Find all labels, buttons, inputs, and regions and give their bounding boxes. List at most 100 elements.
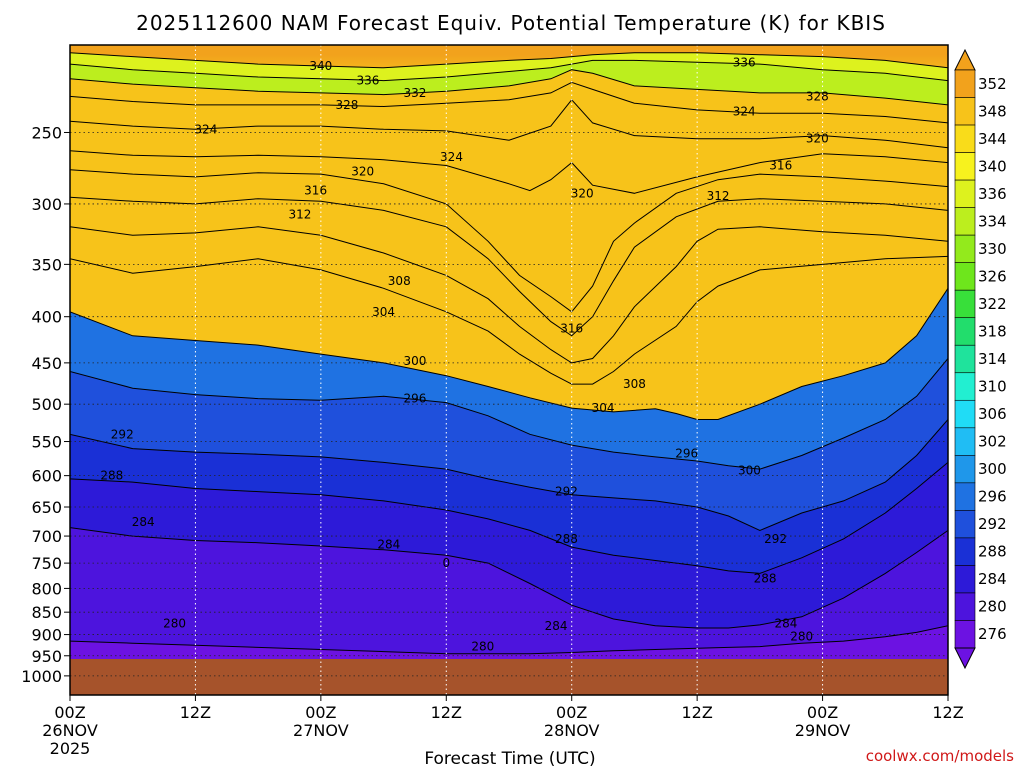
contour-label: 336 bbox=[356, 74, 379, 88]
y-tick-label: 900 bbox=[31, 626, 62, 645]
chart-title: 2025112600 NAM Forecast Equiv. Potential… bbox=[136, 11, 886, 35]
contour-label: 312 bbox=[707, 189, 730, 203]
colorbar-swatch bbox=[954, 97, 976, 126]
x-tick-label: 00Z bbox=[556, 703, 587, 722]
contour-label: 316 bbox=[304, 184, 327, 198]
colorbar-label: 348 bbox=[978, 102, 1007, 120]
contour-line bbox=[70, 462, 948, 574]
contour-label: 328 bbox=[336, 98, 359, 112]
x-tick-label: 12Z bbox=[180, 703, 211, 722]
y-tick-label: 300 bbox=[31, 195, 62, 214]
y-tick-label: 1000 bbox=[21, 667, 62, 686]
contour-label: 336 bbox=[733, 55, 756, 69]
contour-label: 280 bbox=[471, 640, 494, 654]
colorbar-swatch bbox=[954, 427, 976, 456]
contour-label: 280 bbox=[790, 630, 813, 644]
contour-label: 280 bbox=[163, 617, 186, 631]
colorbar-swatch bbox=[954, 482, 976, 511]
contour-label: 324 bbox=[440, 150, 463, 164]
contour-line bbox=[70, 52, 948, 69]
contour-label: 288 bbox=[555, 532, 578, 546]
x-axis-label: Forecast Time (UTC) bbox=[424, 749, 595, 768]
contour-line bbox=[70, 99, 948, 149]
contour-line bbox=[70, 226, 948, 364]
colorbar-swatch bbox=[954, 152, 976, 181]
contour-line bbox=[70, 81, 948, 124]
contour-line bbox=[70, 419, 948, 531]
colorbar-label: 292 bbox=[978, 515, 1007, 533]
contour-label: 316 bbox=[560, 321, 583, 335]
contour-line bbox=[70, 625, 948, 655]
colorbar-label: 300 bbox=[978, 460, 1007, 478]
contour-layer bbox=[70, 52, 948, 659]
contour-label: 300 bbox=[738, 463, 761, 477]
contour-label: 288 bbox=[754, 571, 777, 585]
contour-line bbox=[70, 255, 948, 385]
colorbar-label: 322 bbox=[978, 295, 1007, 313]
x-tick-label: 00Z bbox=[54, 703, 85, 722]
colorbar-swatch bbox=[954, 69, 976, 98]
contour-label: 284 bbox=[775, 617, 798, 631]
contour-label: 284 bbox=[377, 537, 400, 551]
colorbar-swatch bbox=[954, 455, 976, 484]
colorbar-swatch bbox=[954, 372, 976, 401]
grid-layer bbox=[70, 45, 948, 695]
contour-label: 284 bbox=[545, 619, 568, 633]
contour-label: 292 bbox=[111, 427, 134, 441]
colorbar-swatch bbox=[954, 620, 976, 649]
contour-label: 320 bbox=[351, 164, 374, 178]
contour-label: 304 bbox=[592, 401, 615, 415]
y-tick-label: 850 bbox=[31, 603, 62, 622]
contour-label: 320 bbox=[571, 186, 594, 200]
contour-label: 316 bbox=[769, 159, 792, 173]
contour-line bbox=[70, 150, 948, 194]
colorbar-swatch bbox=[954, 289, 976, 319]
x-tick-label: 12Z bbox=[932, 703, 963, 722]
contour-label: 300 bbox=[403, 354, 426, 368]
plot-frame bbox=[69, 44, 949, 696]
colorbar-label: 352 bbox=[978, 75, 1007, 93]
y-tick-label: 500 bbox=[31, 395, 62, 414]
x-tick-date: 28NOV bbox=[544, 721, 600, 740]
colorbar-swatch bbox=[954, 592, 976, 621]
y-tick-label: 950 bbox=[31, 647, 62, 666]
colorbar-swatch bbox=[954, 565, 976, 594]
colorbar-label: 314 bbox=[978, 350, 1007, 368]
colorbar-label: 310 bbox=[978, 378, 1007, 396]
contour-label: 340 bbox=[309, 59, 332, 73]
contour-line bbox=[70, 59, 948, 82]
contour-band bbox=[70, 527, 948, 659]
colorbar-label: 280 bbox=[978, 598, 1007, 616]
contour-line bbox=[70, 288, 948, 420]
contour-label: 296 bbox=[403, 392, 426, 406]
contour-label: 308 bbox=[623, 377, 646, 391]
credit-text: coolwx.com/models bbox=[866, 747, 1014, 765]
contour-label: 308 bbox=[388, 274, 411, 288]
contour-label: 332 bbox=[403, 86, 426, 100]
contour-band bbox=[70, 625, 948, 659]
x-tick-year: 2025 bbox=[50, 739, 91, 758]
x-tick-label: 00Z bbox=[807, 703, 838, 722]
y-tick-label: 600 bbox=[31, 467, 62, 486]
contour-label: 312 bbox=[288, 207, 311, 221]
y-tick-label: 650 bbox=[31, 498, 62, 517]
y-tick-label: 700 bbox=[31, 527, 62, 546]
x-tick-date: 27NOV bbox=[293, 721, 349, 740]
colorbar-label: 276 bbox=[978, 625, 1007, 643]
y-tick-label: 250 bbox=[31, 123, 62, 142]
contour-line bbox=[70, 196, 948, 337]
contour-labels: 340 336 332 336 328 324 328 324 324 320 320 316 320 3… bbox=[100, 55, 828, 653]
y-tick-label: 350 bbox=[31, 255, 62, 274]
x-tick-date: 26NOV bbox=[42, 721, 98, 740]
colorbar-label: 306 bbox=[978, 405, 1007, 423]
colorbar-label: 284 bbox=[978, 570, 1007, 588]
contour-label: 0 bbox=[442, 556, 450, 570]
colorbar-swatch bbox=[954, 344, 976, 374]
contour-line bbox=[70, 169, 948, 313]
contour-label: 296 bbox=[675, 446, 698, 460]
x-tick-label: 12Z bbox=[681, 703, 712, 722]
y-tick-label: 750 bbox=[31, 554, 62, 573]
contour-label: 304 bbox=[372, 305, 395, 319]
